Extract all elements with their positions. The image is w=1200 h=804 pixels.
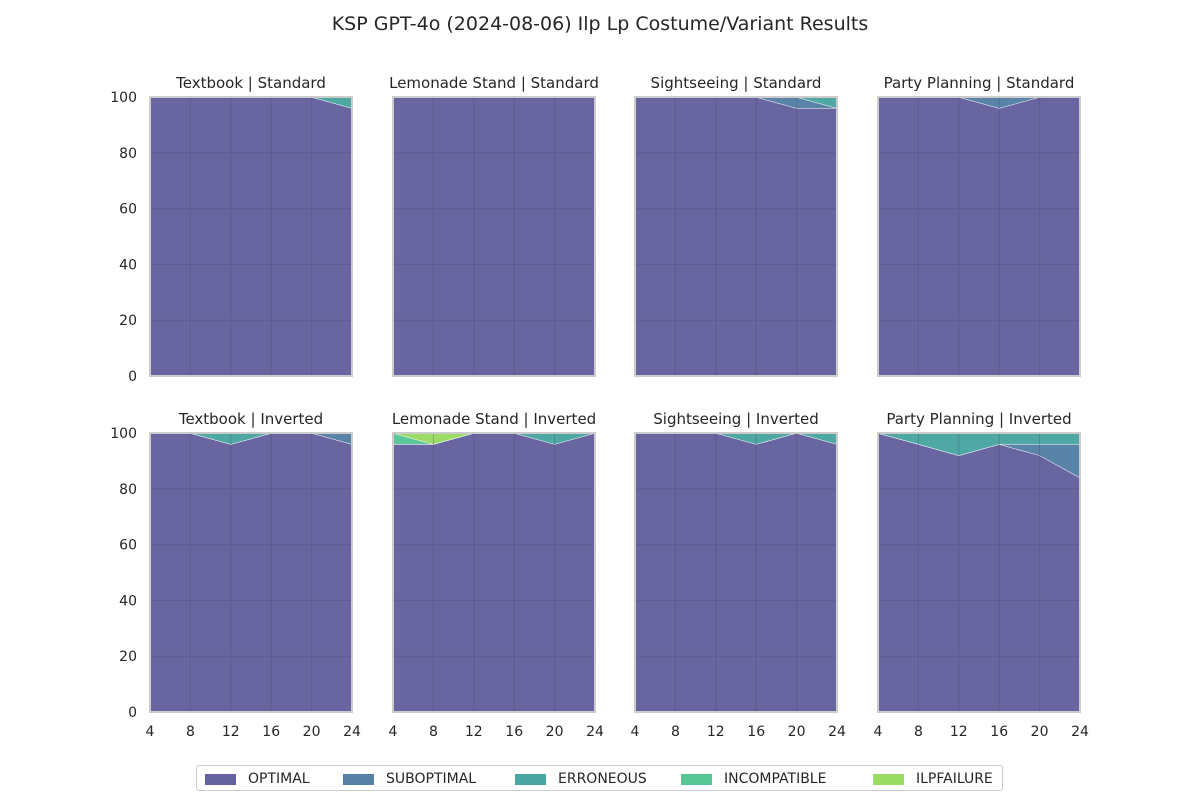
panel-title: Lemonade Stand | Standard: [389, 74, 599, 92]
panel-title: Sightseeing | Standard: [651, 74, 822, 92]
area-optimal: [150, 97, 352, 376]
legend-swatch: [343, 773, 374, 785]
x-tick-label: 20: [788, 724, 806, 740]
x-tick-label: 16: [262, 724, 280, 740]
x-tick-label: 20: [303, 724, 321, 740]
area-suboptimal: [635, 97, 837, 109]
x-tick-label: 16: [505, 724, 523, 740]
panel-frame: [149, 96, 353, 377]
panel-frame: [877, 96, 1081, 377]
area-ilpfailure: [393, 433, 595, 445]
panel-7: Sightseeing | Inverted 4 8 12 16 20 24: [631, 410, 846, 740]
panel-5: Textbook | Inverted 0 20 40 60 80 100 4 8 12 16 20 2…: [110, 410, 361, 740]
legend-label: ILPFAILURE: [916, 771, 993, 787]
y-tick-label: 60: [119, 202, 137, 218]
legend-label: OPTIMAL: [248, 771, 310, 787]
panel-frame: [877, 432, 1081, 713]
chart-title: KSP GPT-4o (2024-08-06) Ilp Lp Costume/V…: [332, 13, 869, 35]
legend-swatch: [873, 773, 904, 785]
area-optimal: [635, 97, 837, 376]
y-tick-label: 80: [119, 146, 137, 162]
y-tick-label: 40: [119, 593, 137, 609]
area-erroneous: [635, 433, 837, 445]
legend-item-optimal: OPTIMAL: [205, 771, 310, 787]
panel-3: Sightseeing | Standard: [634, 74, 838, 377]
x-tick-label: 8: [429, 724, 438, 740]
area-erroneous: [150, 433, 352, 445]
legend-label: INCOMPATIBLE: [724, 771, 827, 787]
x-tick-label: 4: [389, 724, 398, 740]
legend-item-suboptimal: SUBOPTIMAL: [343, 771, 476, 787]
x-tick-label: 4: [146, 724, 155, 740]
panel-8: Party Planning | Inverted 4 8 12 16 20 24: [874, 410, 1089, 740]
y-tick-label: 60: [119, 538, 137, 554]
x-tick-label: 16: [990, 724, 1008, 740]
area-erroneous: [393, 433, 595, 445]
panel-frame: [634, 432, 838, 713]
area-optimal: [878, 433, 1080, 712]
x-tick-label: 16: [747, 724, 765, 740]
panel-title: Lemonade Stand | Inverted: [392, 410, 596, 428]
legend-swatch: [205, 773, 236, 785]
panel-title: Sightseeing | Inverted: [653, 410, 819, 428]
panel-frame: [392, 432, 596, 713]
x-tick-label: 4: [874, 724, 883, 740]
panel-frame: [392, 96, 596, 377]
panel-frame: [634, 96, 838, 377]
x-tick-label: 24: [343, 724, 361, 740]
x-tick-label: 12: [950, 724, 968, 740]
panel-title: Textbook | Inverted: [178, 410, 323, 428]
legend-item-incompatible: INCOMPATIBLE: [681, 771, 826, 787]
x-tick-label: 24: [828, 724, 846, 740]
x-tick-label: 4: [631, 724, 640, 740]
y-tick-label: 20: [119, 649, 137, 665]
panel-title: Party Planning | Standard: [884, 74, 1075, 92]
panel-1: Textbook | Standard 0 20 40 60 80 100: [110, 74, 353, 385]
area-optimal: [878, 97, 1080, 376]
legend-swatch: [515, 773, 546, 785]
panel-2: Lemonade Stand | Standard: [389, 74, 599, 377]
area-suboptimal: [878, 97, 1080, 109]
x-tick-label: 8: [671, 724, 680, 740]
x-tick-label: 20: [546, 724, 564, 740]
legend-label: ERRONEOUS: [558, 771, 647, 787]
panel-6: Lemonade Stand | Inverted 4 8 12 16 20 24: [389, 410, 604, 740]
area-optimal: [393, 433, 595, 712]
panel-4: Party Planning | Standard: [877, 74, 1081, 377]
x-tick-label: 12: [465, 724, 483, 740]
area-erroneous: [150, 97, 352, 109]
x-tick-label: 8: [914, 724, 923, 740]
y-tick-label: 20: [119, 313, 137, 329]
x-tick-label: 12: [707, 724, 725, 740]
panel-frame: [149, 432, 353, 713]
x-tick-label: 24: [586, 724, 604, 740]
x-tick-label: 8: [186, 724, 195, 740]
legend-item-ilpfailure: ILPFAILURE: [873, 771, 993, 787]
legend-swatch: [681, 773, 712, 785]
x-tick-label: 24: [1071, 724, 1089, 740]
panel-title: Textbook | Standard: [175, 74, 326, 92]
y-tick-label: 40: [119, 257, 137, 273]
y-tick-label: 100: [110, 90, 137, 106]
area-optimal: [393, 97, 595, 376]
legend-label: SUBOPTIMAL: [386, 771, 477, 787]
y-tick-label: 80: [119, 482, 137, 498]
y-tick-label: 100: [110, 426, 137, 442]
y-tick-label: 0: [128, 705, 137, 721]
x-tick-label: 20: [1031, 724, 1049, 740]
panel-title: Party Planning | Inverted: [886, 410, 1071, 428]
y-tick-label: 0: [128, 369, 137, 385]
x-tick-label: 12: [222, 724, 240, 740]
area-erroneous: [635, 97, 837, 109]
chart-legend: OPTIMAL SUBOPTIMAL ERRONEOUS INCOMPATIBLE IL…: [196, 765, 1003, 791]
area-erroneous: [878, 433, 1080, 456]
area-optimal: [150, 433, 352, 712]
area-optimal: [635, 433, 837, 712]
area-suboptimal: [150, 433, 352, 445]
legend-item-erroneous: ERRONEOUS: [515, 771, 647, 787]
area-incompatible: [393, 433, 595, 445]
